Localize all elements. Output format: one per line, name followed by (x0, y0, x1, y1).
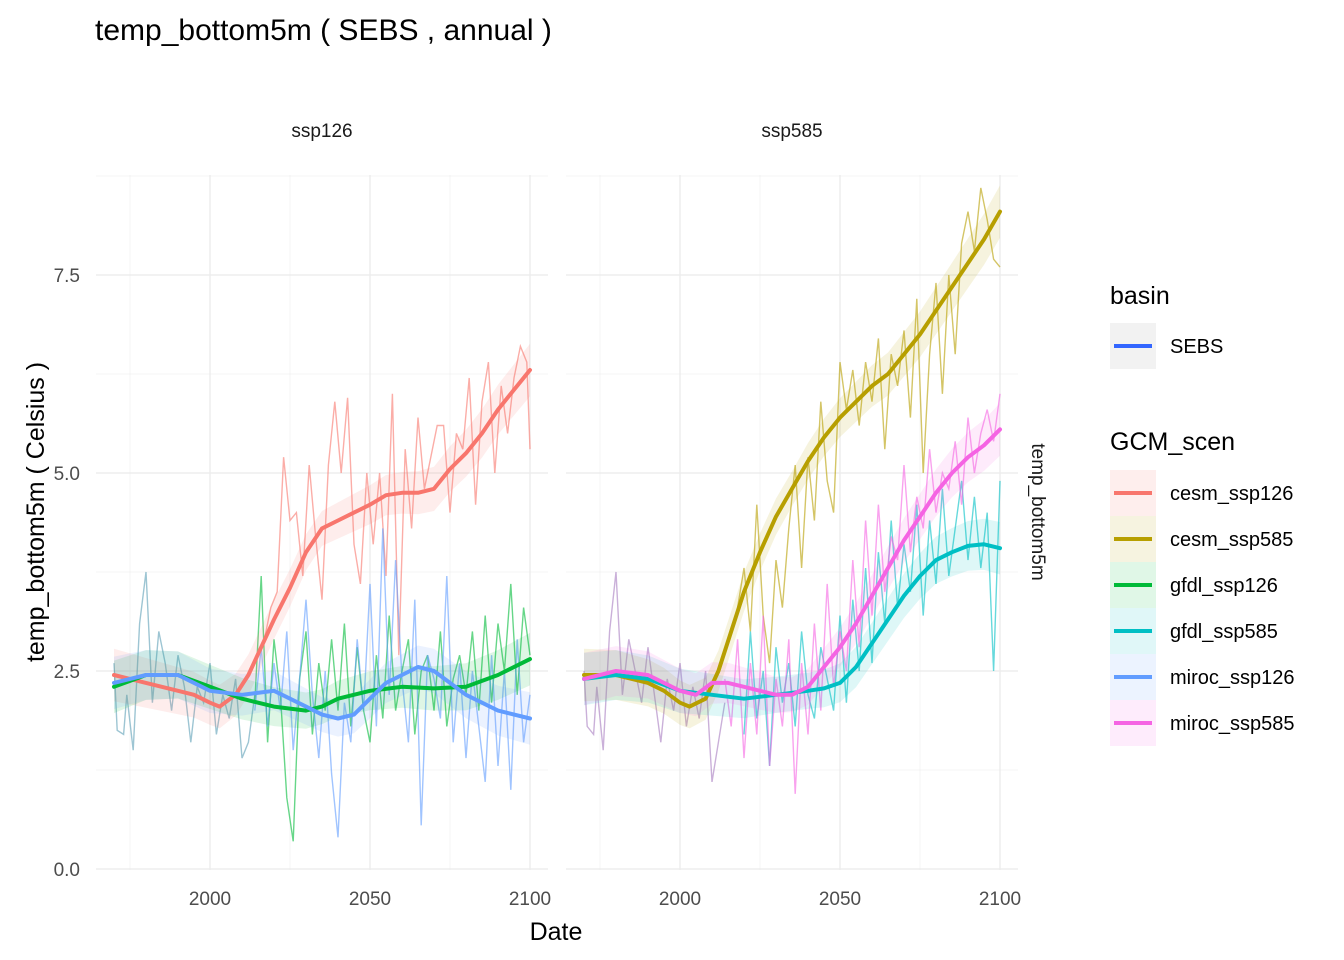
legend-label-gfdl_ssp126: gfdl_ssp126 (1170, 575, 1278, 597)
legend-label-miroc_ssp126: miroc_ssp126 (1170, 667, 1295, 689)
legend-title-basin: basin (1110, 282, 1170, 310)
x-axis-title: Date (530, 918, 583, 946)
y-axis-title: temp_bottom5m ( Celsius ) (22, 362, 50, 662)
legend-label-miroc_ssp585: miroc_ssp585 (1170, 713, 1295, 735)
x-tick-label: 2050 (349, 889, 391, 910)
side-strip-label: temp_bottom5m (1027, 443, 1048, 580)
ribbon-cesm_ssp126 (114, 343, 530, 729)
facet-panels: ssp126 2000 2050 2100 0.0 2.5 5.0 7.5 ssp585 2000… (54, 121, 1022, 910)
raw-line-miroc_ssp585 (724, 393, 1001, 794)
y-tick-label: 0.0 (54, 860, 80, 881)
x-tick-label: 2050 (819, 889, 861, 910)
legend-label-cesm_ssp585: cesm_ssp585 (1170, 529, 1293, 551)
legend-title-gcm: GCM_scen (1110, 428, 1235, 456)
chart-title: temp_bottom5m ( SEBS , annual ) (95, 14, 552, 47)
legend-label-cesm_ssp126: cesm_ssp126 (1170, 483, 1293, 505)
strip-label-ssp585: ssp585 (761, 121, 822, 142)
legend-label-SEBS: SEBS (1170, 336, 1223, 358)
y-tick-label: 7.5 (54, 266, 80, 287)
raw-line-cesm_ssp585 (736, 187, 1001, 664)
smooth-line-miroc_ssp585 (582, 427, 1002, 697)
strip-label-ssp126: ssp126 (291, 121, 352, 142)
y-tick-label: 2.5 (54, 662, 80, 683)
legend: basin SEBS GCM_scen cesm_ssp126 cesm_ssp585g… (1110, 282, 1295, 746)
raw-line-miroc_ssp126 (254, 528, 531, 838)
x-tick-label: 2000 (659, 889, 701, 910)
y-tick-label: 5.0 (54, 464, 80, 485)
x-tick-label: 2100 (979, 889, 1021, 910)
x-tick-label: 2100 (509, 889, 551, 910)
raw-line-historical (583, 571, 726, 783)
raw-line-historical (113, 571, 256, 759)
smooth-line-miroc_ssp126 (112, 665, 532, 721)
smooth-line-cesm_ssp585 (582, 209, 1002, 709)
ribbon-miroc_ssp585 (584, 403, 1000, 717)
legend-label-gfdl_ssp585: gfdl_ssp585 (1170, 621, 1278, 643)
ribbon-gfdl_ssp585 (584, 518, 1000, 719)
facet-panel-ssp126: ssp126 2000 2050 2100 0.0 2.5 5.0 7.5 (54, 121, 552, 910)
facet-panel-ssp585: ssp585 2000 2050 2100 (566, 121, 1021, 910)
smooth-line-cesm_ssp126 (112, 368, 532, 709)
raw-line-cesm_ssp126 (263, 343, 531, 656)
x-tick-label: 2000 (189, 889, 231, 910)
ribbon-cesm_ssp585 (584, 185, 1000, 729)
